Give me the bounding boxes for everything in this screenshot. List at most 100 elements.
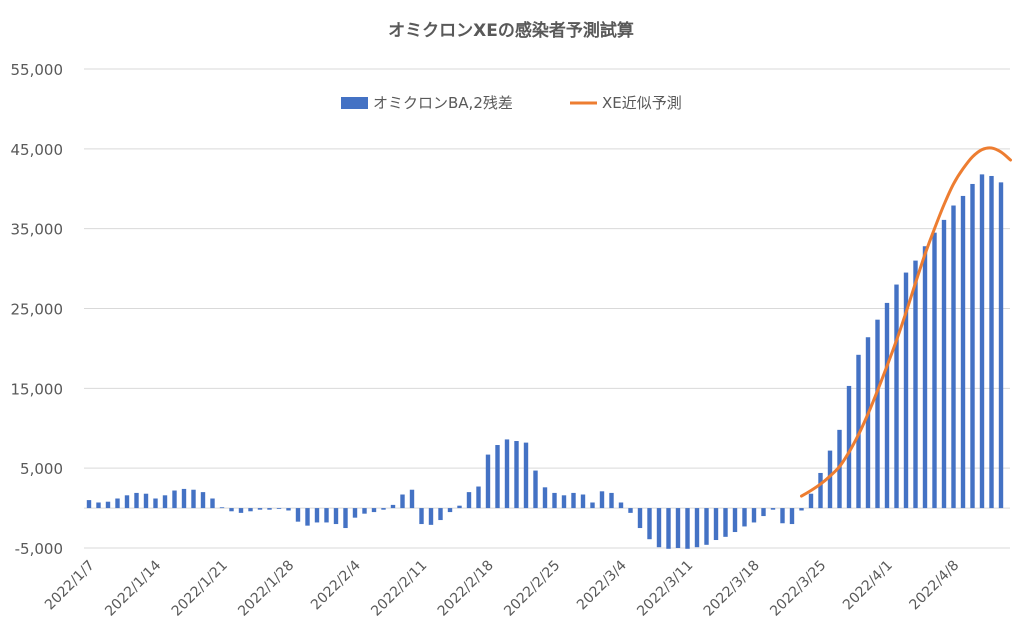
bar [96, 502, 101, 509]
bar [656, 508, 662, 548]
bar [276, 508, 282, 509]
bar [590, 502, 595, 509]
bar [571, 492, 576, 509]
bar [362, 508, 367, 514]
bar [172, 490, 177, 509]
y-axis-tick-labels: -5,000 5,000 15,000 25,000 35,000 45,000 55,00… [11, 61, 64, 558]
bar [428, 508, 434, 525]
bar [732, 508, 738, 533]
bar [675, 508, 681, 548]
bar [542, 487, 548, 509]
bar [143, 493, 149, 509]
bar [647, 508, 652, 540]
bar [818, 472, 823, 509]
bar [580, 494, 586, 509]
bar [495, 445, 500, 509]
bar [257, 508, 263, 510]
bar [485, 454, 491, 509]
y-tick-label: 35,000 [11, 221, 64, 239]
bar [476, 486, 481, 509]
bar [438, 508, 443, 521]
bar [723, 508, 728, 537]
bar [989, 175, 994, 509]
bar [979, 174, 985, 509]
bar [789, 508, 795, 525]
bar [314, 508, 320, 523]
bar [409, 489, 415, 509]
legend-bar-swatch [341, 97, 368, 109]
bar [124, 495, 130, 509]
bar [932, 232, 937, 509]
bar [191, 489, 196, 509]
bar [713, 508, 719, 541]
bar [770, 508, 776, 510]
bar [998, 182, 1004, 509]
chart-title: オミクロンXEの感染者予測試算 [388, 20, 634, 41]
bar [162, 495, 168, 509]
y-tick-label: -5,000 [15, 540, 63, 558]
bar [333, 508, 339, 525]
bar [865, 337, 871, 509]
bar [181, 488, 187, 509]
legend-line-label: XE近似予測 [602, 94, 682, 112]
bar [514, 441, 519, 509]
bar [894, 284, 899, 509]
bar [400, 494, 405, 509]
bar [552, 492, 557, 509]
bar [799, 508, 804, 511]
bar [86, 500, 92, 509]
bar [913, 260, 918, 509]
bar [324, 508, 329, 523]
bar [609, 492, 614, 509]
bar [846, 385, 852, 509]
bar [951, 205, 956, 509]
legend-bar-label: オミクロンBA,2残差 [373, 94, 513, 112]
y-tick-label: 5,000 [20, 460, 63, 478]
bar [286, 508, 291, 511]
bar [685, 508, 690, 549]
bar [134, 492, 139, 509]
y-tick-label: 45,000 [11, 141, 64, 159]
bar [960, 195, 966, 509]
y-tick-label: 55,000 [11, 61, 64, 79]
bar [742, 508, 747, 527]
bar [504, 439, 510, 509]
bar [200, 492, 206, 509]
bar [381, 508, 386, 510]
bar [523, 442, 529, 509]
bar [105, 501, 111, 509]
bar [875, 319, 880, 509]
gridlines [84, 68, 1010, 549]
bar [238, 508, 244, 513]
bar [704, 508, 709, 545]
bar [970, 183, 975, 509]
bar [295, 508, 301, 522]
bar [561, 495, 567, 509]
bar [941, 219, 947, 509]
bar [780, 508, 785, 524]
bar [884, 302, 890, 509]
bar [808, 493, 814, 509]
bar [637, 508, 643, 529]
bar [267, 508, 272, 510]
y-tick-label: 25,000 [11, 301, 64, 319]
bar [666, 508, 671, 549]
bar [618, 502, 624, 509]
bar [210, 498, 215, 509]
legend: オミクロンBA,2残差 XE近似予測 [341, 94, 682, 112]
bar [837, 429, 842, 509]
bar [115, 498, 120, 509]
y-tick-label: 15,000 [11, 380, 64, 398]
bar [219, 507, 225, 509]
bar [229, 508, 234, 512]
bar [447, 508, 453, 513]
bar [390, 504, 396, 509]
bar [694, 508, 700, 548]
xe-forecast-line [800, 146, 1012, 498]
bar [599, 491, 605, 509]
line-series [800, 146, 1012, 498]
bar [153, 498, 158, 509]
bar-series [86, 174, 1004, 549]
